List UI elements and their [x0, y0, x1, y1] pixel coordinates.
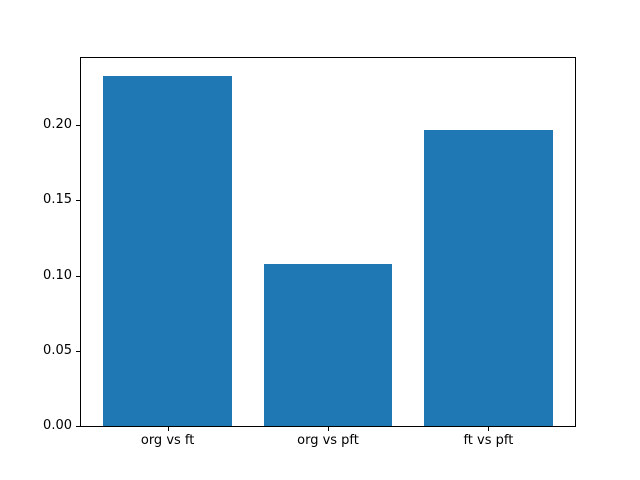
- x-tick-label: ft vs pft: [463, 433, 514, 448]
- x-tick-mark: [488, 427, 490, 431]
- y-tick-mark: [76, 275, 80, 277]
- y-tick-label: 0.20: [43, 117, 72, 133]
- x-tick-mark: [167, 427, 169, 431]
- y-tick-label: 0.00: [43, 418, 72, 433]
- y-tick-label: 0.15: [43, 192, 72, 208]
- bar-org-vs-ft: [103, 75, 232, 426]
- y-tick-mark: [76, 125, 80, 127]
- plot-area: [80, 57, 576, 427]
- bar-ft-vs-pft: [424, 129, 553, 426]
- bar-org-vs-pft: [263, 263, 393, 426]
- x-tick-mark: [328, 427, 329, 431]
- x-tick-label: org vs pft: [297, 433, 359, 448]
- x-tick-label: org vs ft: [140, 433, 195, 448]
- y-tick-mark: [76, 200, 80, 202]
- y-tick-mark: [76, 426, 80, 427]
- y-tick-label: 0.10: [43, 267, 72, 283]
- y-tick-label: 0.05: [43, 342, 72, 358]
- y-tick-mark: [76, 350, 80, 352]
